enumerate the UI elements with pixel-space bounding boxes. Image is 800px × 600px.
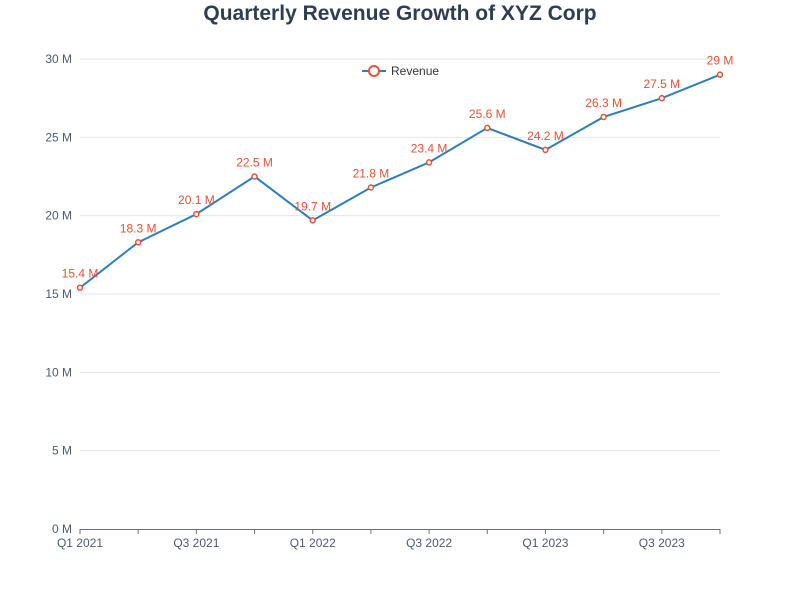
y-tick-label: 20 M <box>45 209 72 223</box>
data-point[interactable] <box>368 185 373 190</box>
data-point[interactable] <box>136 240 141 245</box>
data-point[interactable] <box>659 96 664 101</box>
y-tick-label: 30 M <box>45 52 72 66</box>
data-label: 26.3 M <box>585 96 622 110</box>
data-point[interactable] <box>485 125 490 130</box>
data-label: 21.8 M <box>353 166 390 180</box>
legend-marker <box>369 66 379 76</box>
data-label: 15.4 M <box>62 267 99 281</box>
data-label: 19.7 M <box>294 199 331 213</box>
y-tick-label: 15 M <box>45 287 72 301</box>
grid-lines <box>80 59 720 451</box>
data-point[interactable] <box>78 285 83 290</box>
x-tick-label: Q3 2022 <box>406 536 452 550</box>
y-axis-ticks: 0 M 5 M 10 M 15 M 20 M 25 M 30 M <box>45 52 72 536</box>
x-axis-ticks: Q1 2021 Q3 2021 Q1 2022 Q3 2022 Q1 2023 Q3 20… <box>57 529 720 550</box>
x-tick-label: Q3 2023 <box>639 536 685 550</box>
x-tick-label: Q3 2021 <box>173 536 219 550</box>
y-tick-label: 10 M <box>45 365 72 379</box>
data-label: 24.2 M <box>527 129 564 143</box>
data-point[interactable] <box>601 114 606 119</box>
data-point[interactable] <box>194 212 199 217</box>
legend-label: Revenue <box>391 64 439 78</box>
legend[interactable]: Revenue <box>362 64 439 78</box>
y-tick-label: 25 M <box>45 130 72 144</box>
y-tick-label: 0 M <box>52 522 72 536</box>
series-points <box>78 72 723 290</box>
data-label: 23.4 M <box>411 141 448 155</box>
y-tick-label: 5 M <box>52 444 72 458</box>
data-label: 25.6 M <box>469 107 506 121</box>
x-tick-label: Q1 2023 <box>522 536 568 550</box>
data-label: 22.5 M <box>236 156 273 170</box>
data-label: 29 M <box>707 54 734 68</box>
data-point[interactable] <box>718 72 723 77</box>
data-point[interactable] <box>427 160 432 165</box>
data-label: 18.3 M <box>120 221 157 235</box>
series-line <box>80 75 720 288</box>
data-point[interactable] <box>252 174 257 179</box>
data-label: 27.5 M <box>643 77 680 91</box>
x-tick-label: Q1 2021 <box>57 536 103 550</box>
data-label: 20.1 M <box>178 193 215 207</box>
data-point[interactable] <box>310 218 315 223</box>
data-point[interactable] <box>543 147 548 152</box>
x-tick-label: Q1 2022 <box>290 536 336 550</box>
data-labels: 15.4 M 18.3 M 20.1 M 22.5 M 19.7 M 21.8 M 23.4… <box>62 54 734 281</box>
